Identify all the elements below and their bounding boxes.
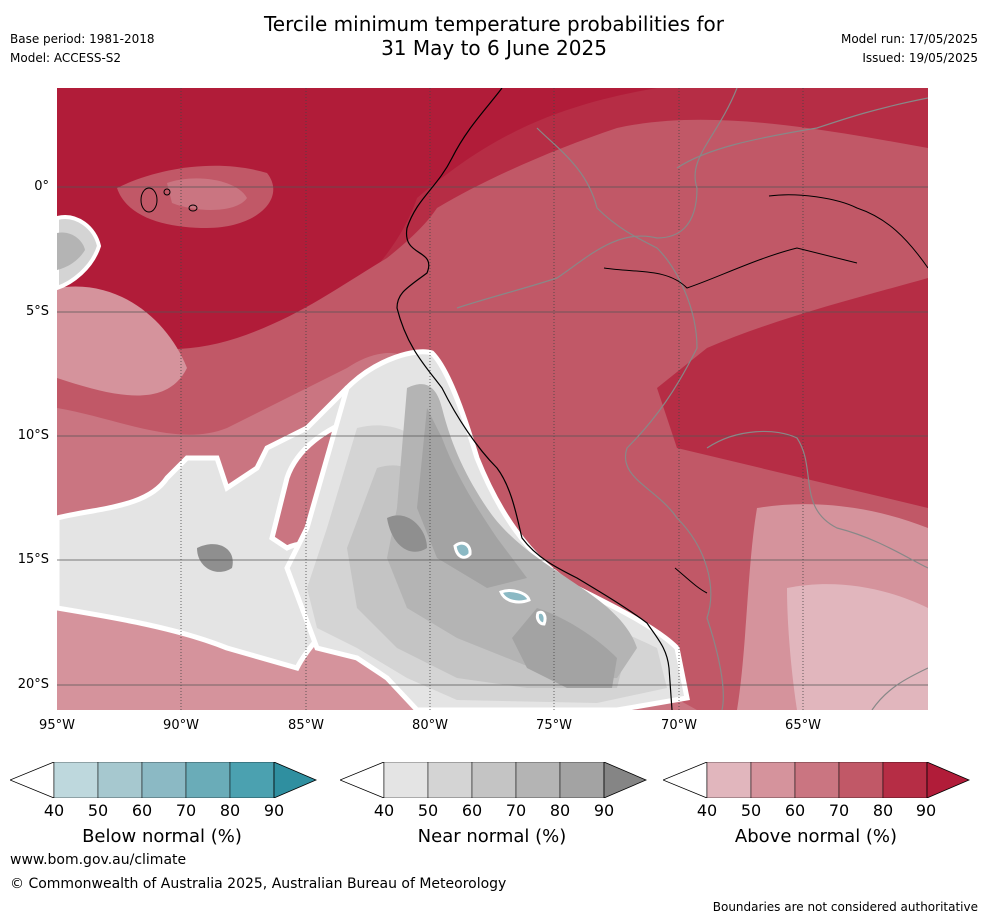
cbar-above-tick-50: 50 [740,801,762,820]
lon-label-90w: 90°W [163,718,199,733]
cbar-above-tick-80: 80 [872,801,894,820]
below-normal-patch-2 [499,589,531,604]
cbar-above-label: Above normal (%) [734,826,898,847]
above-60-patch-nw [167,178,247,210]
cbar-near-tick-50: 50 [417,801,439,820]
below-normal-patch-1 [453,541,472,559]
cbar-above-seg-1 [750,762,796,798]
near-80-region [417,408,527,588]
cbar-above-seg-4 [882,762,928,798]
page-title: Tercile minimum temperature probabilitie… [0,12,988,60]
title-line-1: Tercile minimum temperature probabilitie… [263,12,725,36]
cbar-near-seg-0 [383,762,429,798]
cbar-below-tick-50: 50 [87,801,109,820]
near-70-patch-nw [57,232,85,270]
cbar-near-seg-3 [515,762,561,798]
cbar-near-label: Near normal (%) [417,826,567,847]
near-90-patch-2 [197,544,233,572]
issued-text: Issued: 19/05/2025 [862,51,978,65]
cbar-below-seg-4 [229,762,275,798]
cbar-above-seg-3 [838,762,884,798]
lon-label-85w: 85°W [288,718,324,733]
lon-label-95w: 95°W [39,718,75,733]
parallel-lines [57,186,928,686]
colorbar-below [10,762,320,798]
cbar-below-seg-3 [185,762,231,798]
cbar-near-seg-2 [471,762,517,798]
cbar-below-label: Below normal (%) [82,826,242,847]
colorbar-near [340,762,650,798]
cbar-below-seg-0 [53,762,99,798]
cbar-above-tick-90: 90 [915,801,937,820]
cbar-above-tick-60: 60 [784,801,806,820]
lon-label-65w: 65°W [785,718,821,733]
base-period-text: Base period: 1981-2018 [10,32,155,46]
cbar-above-seg-0 [706,762,752,798]
copyright-text: © Commonwealth of Australia 2025, Austra… [10,876,507,892]
near-80-region-2 [512,608,617,688]
lon-label-75w: 75°W [536,718,572,733]
below-normal-patch-3 [535,610,547,626]
cbar-above-tick-40: 40 [696,801,718,820]
boundaries-disclaimer: Boundaries are not considered authoritat… [712,900,978,914]
lat-label-5s: 5°S [25,304,49,319]
galapagos-islands [140,187,198,213]
model-text: Model: ACCESS-S2 [10,51,122,65]
cbar-below-seg-1 [97,762,143,798]
probability-map [57,88,928,710]
above-40-region-se [787,584,928,710]
title-line-2: 31 May to 6 June 2025 [381,36,607,60]
cbar-near-tick-60: 60 [461,801,483,820]
map-canvas [57,88,928,710]
rivers [603,194,928,594]
lat-label-0: 0° [34,179,49,194]
cbar-below-tick-90: 90 [263,801,285,820]
cbar-above-seg-2 [794,762,840,798]
cbar-below-tick-40: 40 [43,801,65,820]
coastline [396,88,673,710]
lat-label-20s: 20°S [17,677,49,692]
cbar-below-tick-80: 80 [219,801,241,820]
country-borders [456,88,928,710]
cbar-near-tick-90: 90 [593,801,615,820]
cbar-near-seg-1 [427,762,473,798]
cbar-near-tick-80: 80 [549,801,571,820]
cbar-below-tick-70: 70 [175,801,197,820]
lon-label-80w: 80°W [412,718,448,733]
cbar-below-seg-2 [141,762,187,798]
lon-label-70w: 70°W [661,718,697,733]
colorbar-above [663,762,973,798]
model-run-text: Model run: 17/05/2025 [840,32,978,46]
colorbar-below-svg [10,762,318,798]
website-link[interactable]: www.bom.gov.au/climate [10,852,187,868]
cbar-near-seg-4 [559,762,605,798]
cbar-below-tick-60: 60 [131,801,153,820]
colorbar-near-svg [340,762,648,798]
cbar-above-tick-70: 70 [828,801,850,820]
colorbar-above-svg [663,762,971,798]
cbar-near-tick-40: 40 [373,801,395,820]
lat-label-15s: 15°S [17,552,49,567]
above-50-region-nw [57,286,187,396]
near-90-patch [387,515,427,552]
cbar-near-tick-70: 70 [505,801,527,820]
lat-label-10s: 10°S [17,428,49,443]
